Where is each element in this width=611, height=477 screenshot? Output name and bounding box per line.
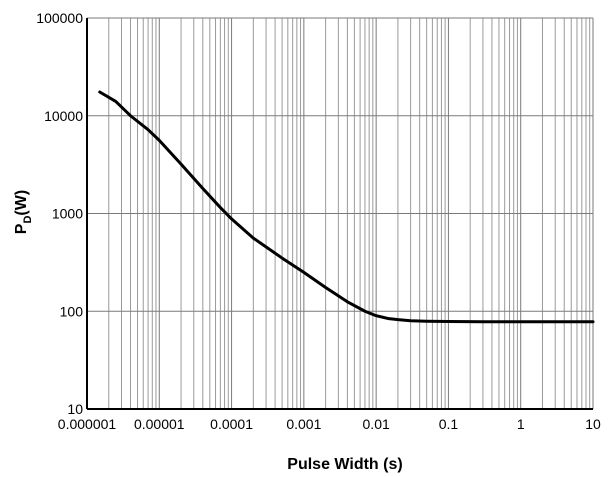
x-tick-label: 0.0001 <box>210 416 253 432</box>
y-tick-label: 10 <box>67 401 83 417</box>
x-tick-label: 1 <box>517 416 525 432</box>
y-tick-label: 1000 <box>52 206 83 222</box>
y-axis-tick-labels: 10 100 1000 10000 100000 <box>36 10 83 417</box>
power-curve-line <box>98 90 595 324</box>
x-axis-title: Pulse Width (s) <box>287 456 402 473</box>
x-tick-label: 0.1 <box>439 416 459 432</box>
y-tick-label: 10000 <box>44 108 83 124</box>
x-tick-label: 0.00001 <box>134 416 185 432</box>
y-axis-title-unit: (W) <box>13 190 30 216</box>
y-tick-label: 100 <box>60 303 84 319</box>
y-axis-title-main: P <box>13 223 30 234</box>
x-tick-label: 0.001 <box>286 416 321 432</box>
y-tick-label: 100000 <box>36 10 83 26</box>
x-tick-label: 0.000001 <box>58 416 117 432</box>
x-tick-label: 0.01 <box>363 416 390 432</box>
y-axis-title-subscript: D <box>22 216 34 224</box>
y-axis-title: PD(W) <box>13 190 34 234</box>
plot-frame <box>86 18 593 410</box>
x-axis-tick-labels: 0.000001 0.00001 0.0001 0.001 0.01 0.1 1 10 <box>58 416 601 432</box>
x-tick-label: 10 <box>585 416 601 432</box>
